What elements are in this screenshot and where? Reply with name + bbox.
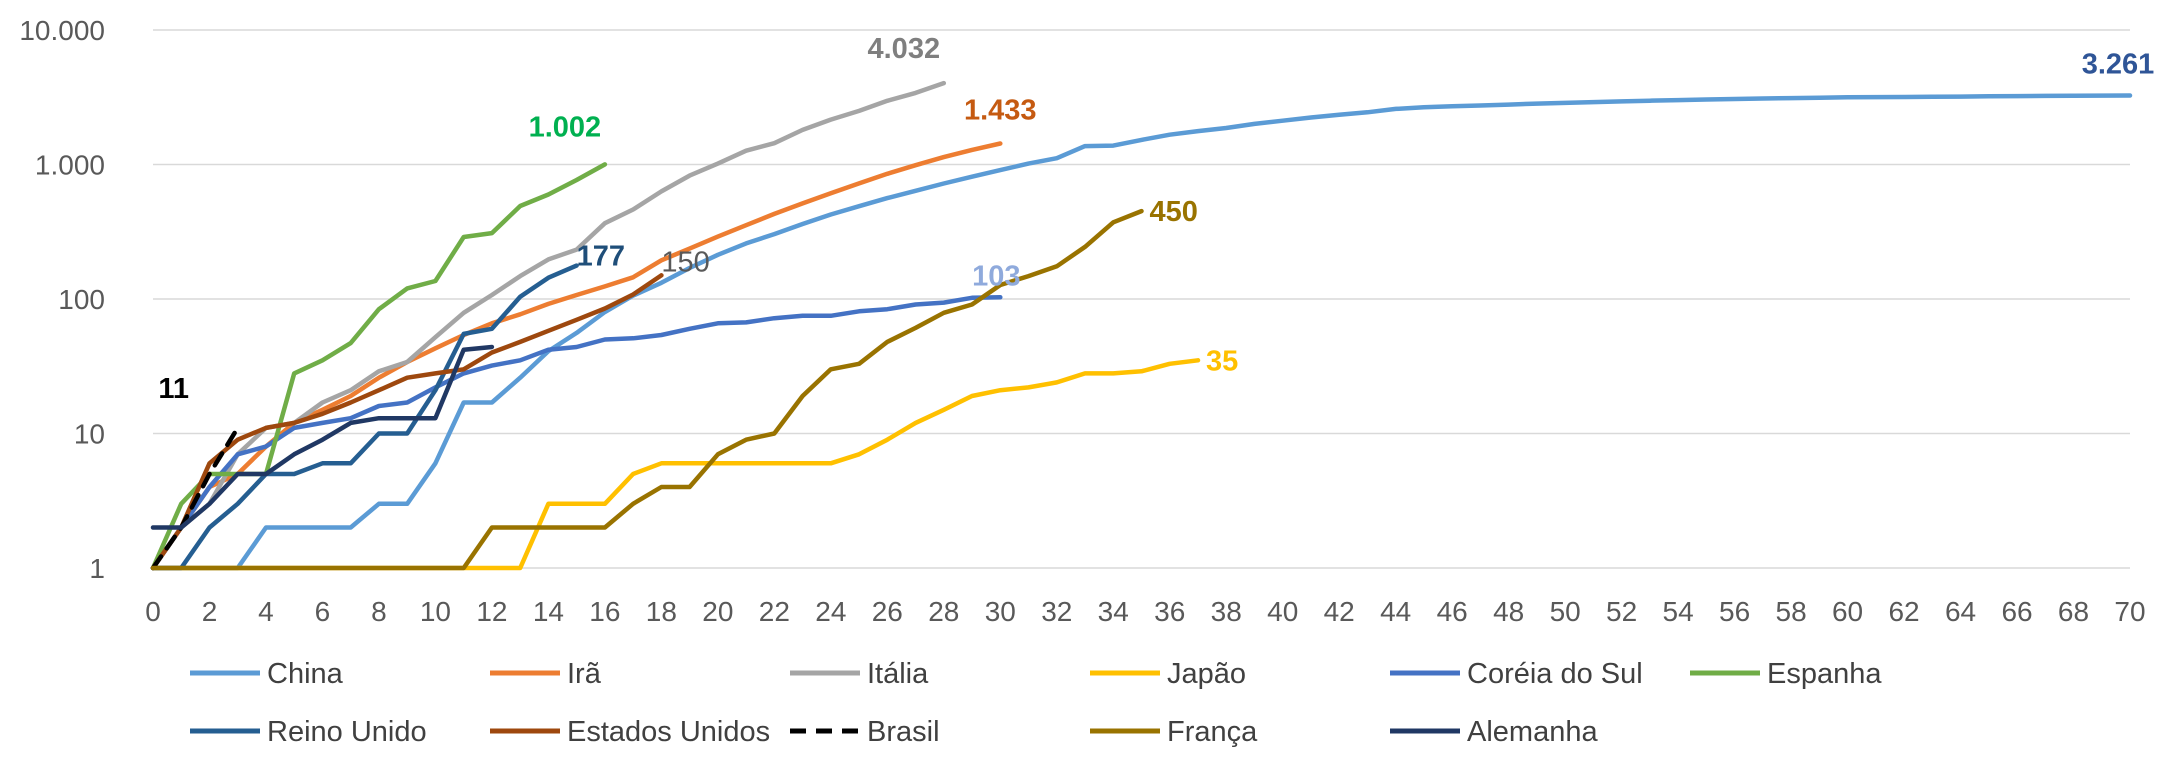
legend-label: Alemanha (1467, 716, 1598, 748)
legend-label: Estados Unidos (567, 716, 770, 748)
series-line-0 (150, 93, 2133, 571)
data-label-4: 103 (972, 260, 1020, 292)
legend-item-10: Alemanha (1390, 716, 1598, 748)
x-tick-label: 46 (1437, 596, 1468, 627)
x-tick-label: 44 (1380, 596, 1411, 627)
legend-label: Japão (1167, 658, 1246, 690)
data-label-8: 11 (158, 373, 189, 405)
y-tick-label: 100 (58, 284, 105, 315)
x-tick-label: 2 (202, 596, 218, 627)
x-tick-label: 6 (315, 596, 331, 627)
series-line-9 (150, 208, 1144, 571)
x-tick-label: 70 (2114, 596, 2145, 627)
data-label-7: 150 (661, 246, 709, 278)
x-tick-label: 18 (646, 596, 677, 627)
x-tick-label: 42 (1324, 596, 1355, 627)
x-tick-label: 12 (476, 596, 507, 627)
legend-label: Espanha (1767, 658, 1882, 690)
x-tick-label: 24 (815, 596, 846, 627)
x-tick-label: 48 (1493, 596, 1524, 627)
x-tick-label: 0 (145, 596, 161, 627)
legend-item-1: Irã (490, 658, 602, 690)
x-tick-label: 50 (1550, 596, 1581, 627)
x-tick-label: 22 (759, 596, 790, 627)
series-line-3 (150, 358, 1201, 571)
legend-item-6: Reino Unido (190, 716, 427, 748)
legend-label: Reino Unido (267, 716, 427, 748)
x-tick-label: 8 (371, 596, 387, 627)
data-label-6: 177 (577, 241, 625, 273)
x-tick-label: 68 (2058, 596, 2089, 627)
y-tick-label: 1 (89, 553, 105, 584)
x-tick-label: 16 (589, 596, 620, 627)
data-label-2: 4.032 (868, 33, 941, 65)
series-line-6 (150, 263, 579, 571)
x-tick-label: 4 (258, 596, 274, 627)
x-tick-label: 38 (1211, 596, 1242, 627)
legend-label: Brasil (867, 716, 940, 748)
data-label-5: 1.002 (529, 111, 602, 143)
gridlines (153, 29, 2130, 569)
x-tick-label: 36 (1154, 596, 1185, 627)
series-line-4 (150, 295, 1003, 571)
x-tick-label: 58 (1776, 596, 1807, 627)
x-tick-label: 32 (1041, 596, 1072, 627)
x-tick-label: 26 (872, 596, 903, 627)
data-label-1: 1.433 (964, 94, 1037, 126)
x-tick-label: 56 (1719, 596, 1750, 627)
series-line-8 (150, 425, 240, 571)
series-line-2 (150, 80, 947, 571)
legend-item-0: China (190, 658, 344, 690)
legend-item-5: Espanha (1690, 658, 1882, 690)
x-tick-label: 60 (1832, 596, 1863, 627)
y-tick-label: 10.000 (19, 15, 105, 46)
legend-item-3: Japão (1090, 658, 1246, 690)
legend-label: Coréia do Sul (1467, 658, 1643, 690)
legend-item-4: Coréia do Sul (1390, 658, 1643, 690)
x-tick-label: 34 (1098, 596, 1129, 627)
x-tick-label: 64 (1945, 596, 1976, 627)
x-tick-label: 10 (420, 596, 451, 627)
series-line-7 (150, 273, 664, 571)
legend-item-9: França (1090, 716, 1258, 748)
end-labels: 3.261 1.433 4.032 35 103 1.002 177 150 11 450 (158, 33, 2154, 405)
x-tick-label: 52 (1606, 596, 1637, 627)
x-tick-label: 62 (1888, 596, 1919, 627)
series-lines (150, 80, 2133, 571)
legend-item-2: Itália (790, 658, 929, 690)
x-tick-label: 20 (702, 596, 733, 627)
legend-label: Itália (867, 658, 929, 690)
x-tick-label: 28 (928, 596, 959, 627)
legend-item-7: Estados Unidos (490, 716, 770, 748)
y-tick-label: 10 (74, 419, 105, 450)
x-tick-label: 66 (2001, 596, 2032, 627)
y-tick-label: 1.000 (35, 150, 105, 181)
data-label-0: 3.261 (2082, 48, 2155, 80)
x-tick-label: 54 (1663, 596, 1694, 627)
series-line-10 (150, 344, 495, 530)
series-line-5 (150, 162, 608, 571)
data-label-9: 450 (1150, 196, 1198, 228)
x-tick-label: 30 (985, 596, 1016, 627)
x-tick-label: 40 (1267, 596, 1298, 627)
legend-item-8: Brasil (790, 716, 940, 748)
x-tick-label: 14 (533, 596, 564, 627)
data-label-3: 35 (1206, 345, 1238, 377)
legend: China Irã Itália Japão Coréia do Sul Espanha R… (190, 658, 1882, 748)
legend-label: França (1167, 716, 1258, 748)
legend-label: Irã (567, 658, 602, 690)
legend-label: China (267, 658, 344, 690)
